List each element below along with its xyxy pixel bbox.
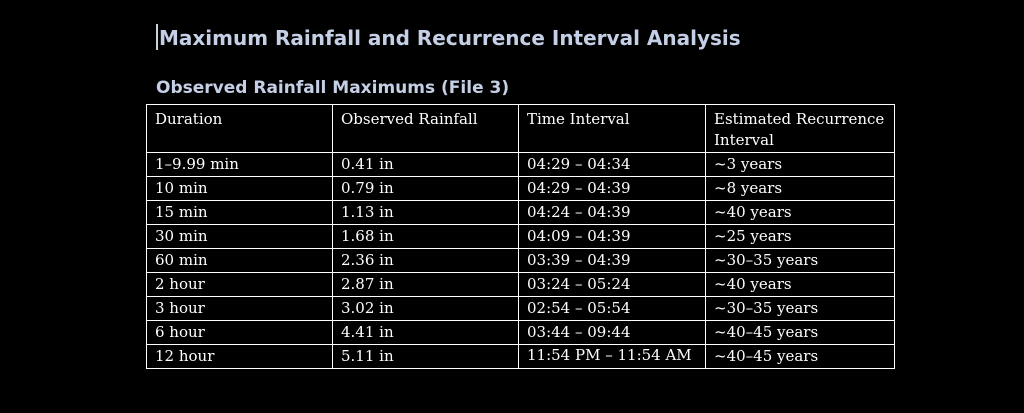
cell-time-interval: 04:24 – 04:39 — [518, 200, 706, 225]
header-duration: Duration — [146, 104, 333, 153]
table-header-row: Duration Observed Rainfall Time Interval… — [146, 104, 895, 153]
header-time-interval: Time Interval — [518, 104, 706, 153]
cell-duration: 15 min — [146, 200, 333, 225]
cell-recurrence: ~40 years — [705, 272, 895, 297]
header-observed-rainfall: Observed Rainfall — [332, 104, 519, 153]
cell-recurrence: ~40–45 years — [705, 344, 895, 369]
table-row: 15 min 1.13 in 04:24 – 04:39 ~40 years — [146, 200, 895, 225]
cell-rainfall: 0.79 in — [332, 176, 519, 201]
cell-time-interval: 03:24 – 05:24 — [518, 272, 706, 297]
cell-duration: 30 min — [146, 224, 333, 249]
cell-recurrence: ~8 years — [705, 176, 895, 201]
cell-recurrence: ~3 years — [705, 152, 895, 177]
cell-recurrence: ~30–35 years — [705, 248, 895, 273]
table-row: 30 min 1.68 in 04:09 – 04:39 ~25 years — [146, 224, 895, 249]
cell-recurrence: ~25 years — [705, 224, 895, 249]
header-recurrence-interval: Estimated Recurrence Interval — [705, 104, 895, 153]
cell-rainfall: 3.02 in — [332, 296, 519, 321]
cell-rainfall: 1.13 in — [332, 200, 519, 225]
cell-time-interval: 04:29 – 04:34 — [518, 152, 706, 177]
cell-duration: 60 min — [146, 248, 333, 273]
table-row: 60 min 2.36 in 03:39 – 04:39 ~30–35 year… — [146, 248, 895, 273]
cell-rainfall: 2.36 in — [332, 248, 519, 273]
table-row: 6 hour 4.41 in 03:44 – 09:44 ~40–45 year… — [146, 320, 895, 345]
cell-duration: 2 hour — [146, 272, 333, 297]
cell-rainfall: 0.41 in — [332, 152, 519, 177]
text-cursor — [156, 24, 158, 50]
table-row: 1–9.99 min 0.41 in 04:29 – 04:34 ~3 year… — [146, 152, 895, 177]
cell-recurrence: ~30–35 years — [705, 296, 895, 321]
cell-time-interval: 03:39 – 04:39 — [518, 248, 706, 273]
cell-rainfall: 2.87 in — [332, 272, 519, 297]
cell-time-interval: 04:29 – 04:39 — [518, 176, 706, 201]
cell-time-interval: 04:09 – 04:39 — [518, 224, 706, 249]
cell-duration: 6 hour — [146, 320, 333, 345]
section-title: Observed Rainfall Maximums (File 3) — [156, 78, 510, 98]
cell-time-interval: 02:54 – 05:54 — [518, 296, 706, 321]
cell-duration: 3 hour — [146, 296, 333, 321]
cell-duration: 1–9.99 min — [146, 152, 333, 177]
rainfall-table: Duration Observed Rainfall Time Interval… — [146, 104, 895, 369]
cell-recurrence: ~40–45 years — [705, 320, 895, 345]
cell-duration: 10 min — [146, 176, 333, 201]
table-row: 2 hour 2.87 in 03:24 – 05:24 ~40 years — [146, 272, 895, 297]
cell-rainfall: 4.41 in — [332, 320, 519, 345]
cell-time-interval: 11:54 PM – 11:54 AM — [518, 344, 706, 369]
document-title: Maximum Rainfall and Recurrence Interval… — [159, 26, 741, 50]
table-row: 10 min 0.79 in 04:29 – 04:39 ~8 years — [146, 176, 895, 201]
cell-duration: 12 hour — [146, 344, 333, 369]
cell-recurrence: ~40 years — [705, 200, 895, 225]
cell-rainfall: 1.68 in — [332, 224, 519, 249]
cell-time-interval: 03:44 – 09:44 — [518, 320, 706, 345]
table-row: 3 hour 3.02 in 02:54 – 05:54 ~30–35 year… — [146, 296, 895, 321]
table-row: 12 hour 5.11 in 11:54 PM – 11:54 AM ~40–… — [146, 344, 895, 369]
cell-rainfall: 5.11 in — [332, 344, 519, 369]
